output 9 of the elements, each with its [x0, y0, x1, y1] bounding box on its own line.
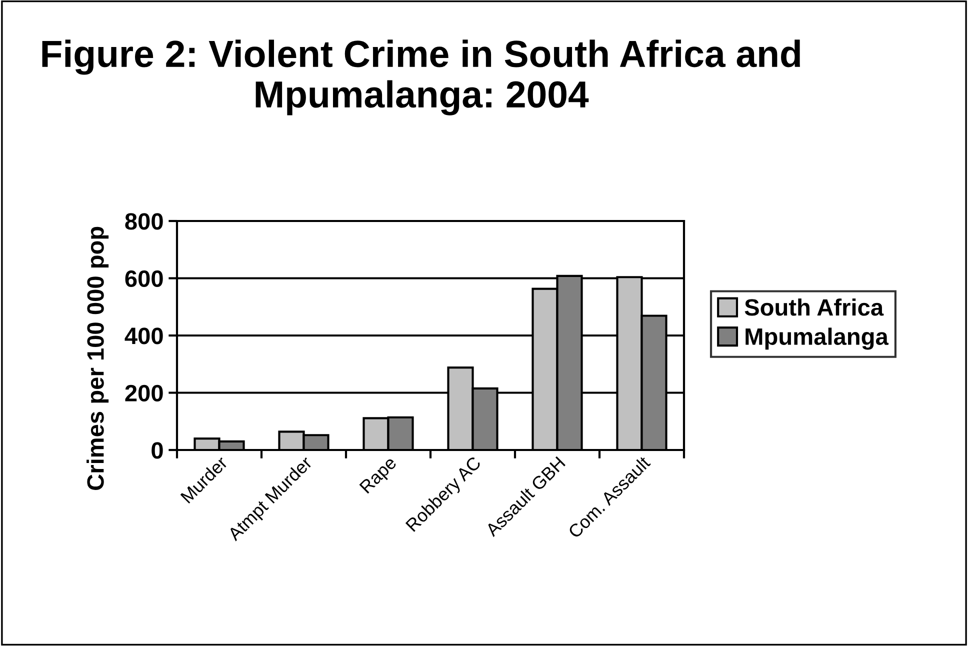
chart-title: Figure 2: Violent Crime in South Africa and Mpumalanga: 2004	[42, 40, 800, 116]
y-axis-title: Crimes per 100 000 pop	[86, 226, 109, 490]
y-tick-label: 800	[125, 213, 163, 230]
y-tick-label: 400	[124, 328, 163, 344]
y-tick-label: 600	[125, 270, 163, 288]
legend-label: Mpumalanga	[746, 328, 889, 350]
legend-label: South Africa	[744, 298, 884, 316]
y-tick-label: 0	[152, 442, 163, 459]
y-tick-label: 200	[125, 384, 163, 402]
